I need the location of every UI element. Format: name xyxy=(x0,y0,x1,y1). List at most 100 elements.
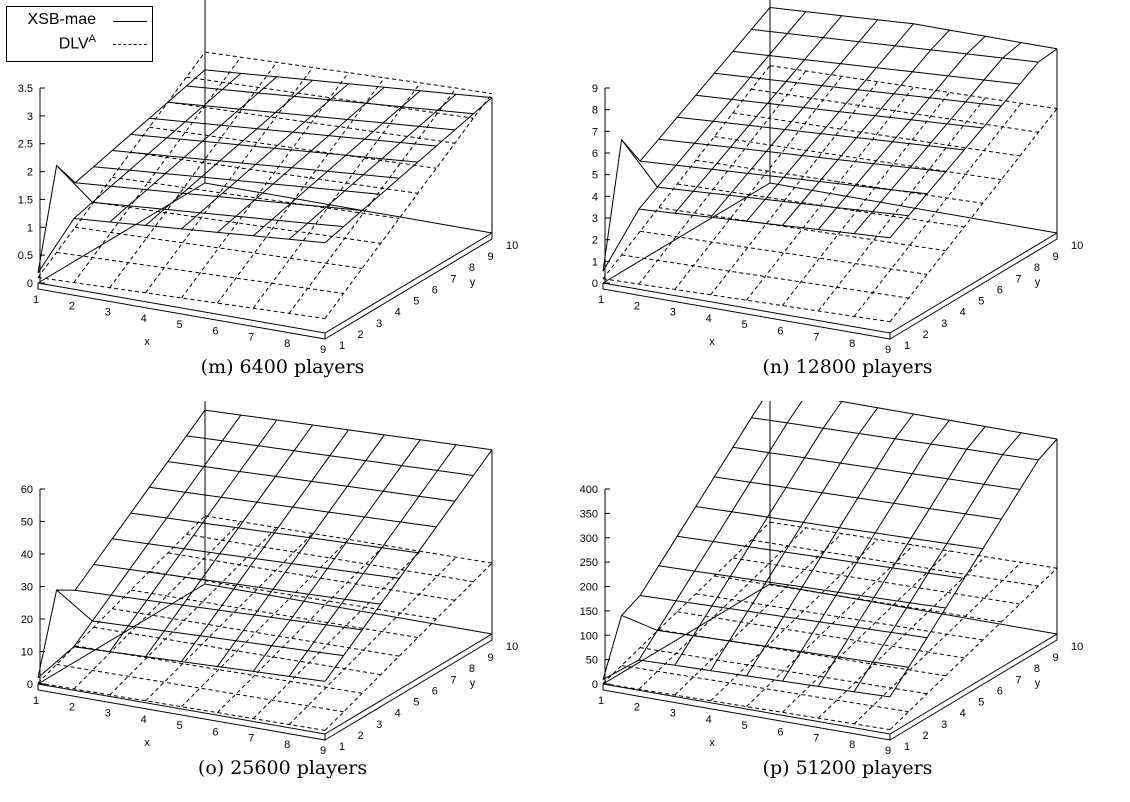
y-tick-label: 9 xyxy=(1052,652,1058,664)
y-tick-label: 9 xyxy=(487,652,493,664)
x-tick-label: 8 xyxy=(849,338,855,350)
x-tick-label: 2 xyxy=(69,300,75,312)
y-tick-label: 4 xyxy=(960,307,966,319)
z-tick-label: 250 xyxy=(580,557,598,569)
y-tick-label: 9 xyxy=(1052,251,1058,263)
axes xyxy=(37,0,493,340)
z-tick-label: 400 xyxy=(580,484,598,496)
surface-line-y8 xyxy=(732,112,1020,157)
y-tick-label: 8 xyxy=(469,262,475,274)
z-tick-label: 150 xyxy=(580,606,598,618)
surface-xsb-mae xyxy=(37,409,493,682)
z-tick-label: 0 xyxy=(27,278,33,290)
surface-line-x6 xyxy=(217,86,385,233)
legend-line-solid xyxy=(113,21,147,22)
surface-line-x2 xyxy=(638,11,807,210)
surface-xsb-mae xyxy=(37,69,493,274)
surface-line-y10 xyxy=(836,401,1058,440)
z-tick-label: 3 xyxy=(27,111,33,123)
surface-line-x9 xyxy=(324,449,493,682)
y-axis-label: y xyxy=(1035,677,1041,689)
surface-line-x5 xyxy=(746,23,914,222)
z-tick-label: 350 xyxy=(580,508,598,520)
surface-line-x7 xyxy=(252,90,421,237)
z-tick-label: 2.5 xyxy=(18,139,33,151)
x-tick-label: 3 xyxy=(105,708,111,720)
surface-dlva xyxy=(37,51,493,319)
x-axis-label: x xyxy=(709,336,715,348)
surface-line-x2 xyxy=(73,73,242,219)
surface-line-x8 xyxy=(853,562,1022,725)
surface-line-x9 xyxy=(889,108,1058,323)
surface-line-x8 xyxy=(853,432,1022,692)
x-tick-label: 8 xyxy=(849,739,855,751)
x-tick-label: 5 xyxy=(176,720,182,732)
y-tick-label: 2 xyxy=(358,730,364,742)
surface-line-x9 xyxy=(889,438,1058,698)
z-tick-label: 1 xyxy=(592,256,598,268)
surface-line-x7 xyxy=(252,439,421,672)
surface-line-x7 xyxy=(817,556,986,719)
surface-line-y3 xyxy=(640,230,928,275)
surface-line-y5 xyxy=(677,183,965,228)
y-tick-label: 10 xyxy=(1071,240,1083,252)
legend-label-xsb: XSB-mae xyxy=(27,11,96,28)
surface-line-y6 xyxy=(695,159,983,204)
z-tick-label: 30 xyxy=(21,582,33,594)
surface-line-x7 xyxy=(817,97,986,312)
y-tick-label: 2 xyxy=(923,329,929,341)
surface-line-y2 xyxy=(56,251,344,294)
y-tick-label: 10 xyxy=(1071,641,1083,653)
y-tick-label: 3 xyxy=(941,719,947,731)
surface-line-x8 xyxy=(853,42,1022,234)
surface-line-x4 xyxy=(145,424,314,657)
surface-line-x5 xyxy=(181,72,349,299)
surface-line-x4 xyxy=(145,533,313,702)
legend-label-dlv-main: DLV xyxy=(58,35,89,53)
surface-line-x9 xyxy=(324,93,493,319)
surface-line-x6 xyxy=(216,434,385,667)
surface-line-y3 xyxy=(75,226,363,269)
surface-line-x3 xyxy=(674,15,843,214)
surface-line-y7 xyxy=(714,136,1002,181)
surface-line-x9 xyxy=(889,48,1058,239)
y-tick-label: 4 xyxy=(395,708,401,720)
y-tick-label: 2 xyxy=(358,329,364,341)
x-tick-label: 7 xyxy=(813,332,819,344)
x-tick-label: 5 xyxy=(176,319,182,331)
base-slab-edge xyxy=(37,233,493,340)
x-tick-label: 6 xyxy=(777,325,783,337)
legend-line-dashed xyxy=(113,44,147,45)
surface-line-y2 xyxy=(621,254,909,299)
z-tick-label: 10 xyxy=(21,647,33,659)
y-tick-label: 5 xyxy=(413,296,419,308)
x-tick-label: 6 xyxy=(212,325,218,337)
z-tick-label: 2 xyxy=(27,167,33,179)
x-tick-label: 4 xyxy=(706,313,712,325)
z-tick-label: 100 xyxy=(580,630,598,642)
surface-line-x8 xyxy=(853,102,1022,317)
x-tick-label: 1 xyxy=(33,695,39,707)
surface-line-y5 xyxy=(112,176,400,219)
surface-line-y6 xyxy=(130,151,418,194)
base-slab-edge xyxy=(602,634,1058,741)
z-tick-label: 1 xyxy=(27,222,33,234)
x-tick-label: 9 xyxy=(885,344,891,356)
surface-line-x6 xyxy=(782,92,950,306)
y-tick-label: 6 xyxy=(432,685,438,697)
y-tick-label: 9 xyxy=(487,251,493,263)
surface-line-x7 xyxy=(252,550,421,719)
y-axis-label: y xyxy=(470,276,476,288)
y-tick-label: 1 xyxy=(904,340,910,352)
y-tick-label: 5 xyxy=(978,296,984,308)
surface-line-x2 xyxy=(638,401,803,661)
y-tick-label: 7 xyxy=(450,674,456,686)
z-tick-label: 3 xyxy=(592,213,598,225)
surface-line-x6 xyxy=(216,77,385,304)
surface-line-x2 xyxy=(638,70,807,285)
y-tick-label: 3 xyxy=(376,318,382,330)
z-tick-label: 0.5 xyxy=(18,250,33,262)
x-tick-label: 8 xyxy=(284,338,290,350)
surface-line-x1 xyxy=(37,515,206,684)
